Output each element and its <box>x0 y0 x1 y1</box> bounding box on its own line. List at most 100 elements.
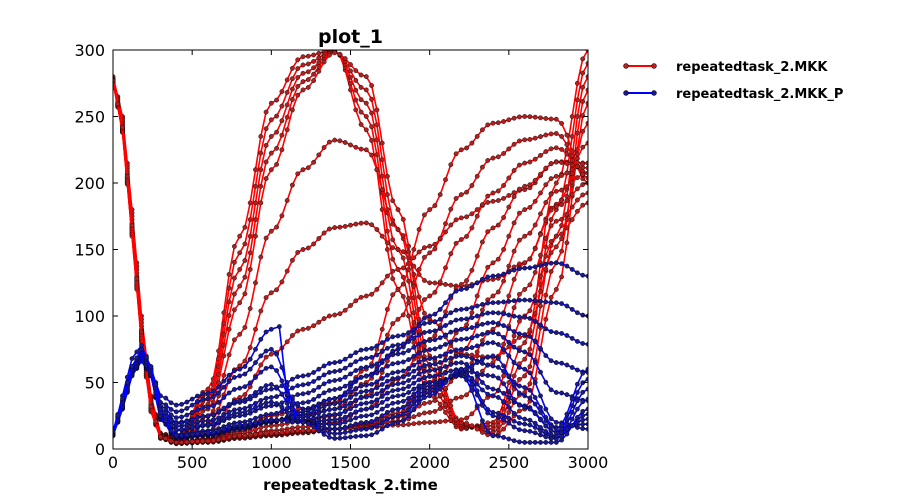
data-point <box>242 274 248 280</box>
data-point <box>559 330 564 336</box>
data-point <box>363 364 369 370</box>
data-point <box>242 358 248 364</box>
data-point <box>532 359 538 365</box>
data-point <box>242 433 248 438</box>
data-point <box>284 429 290 435</box>
data-point <box>411 344 417 350</box>
data-point <box>406 266 411 272</box>
data-point <box>226 401 232 407</box>
data-point <box>474 370 480 376</box>
data-point <box>400 312 406 318</box>
data-point <box>295 383 301 389</box>
data-point <box>453 354 459 359</box>
data-point <box>453 360 459 366</box>
data-point <box>279 378 285 384</box>
data-point <box>559 223 564 228</box>
data-point <box>284 409 290 415</box>
data-point <box>253 431 258 437</box>
data-point <box>427 347 433 352</box>
data-point <box>379 340 385 345</box>
data-point <box>332 435 338 441</box>
data-point <box>342 414 348 420</box>
data-point <box>406 378 411 383</box>
data-point <box>369 363 374 369</box>
data-point <box>548 387 554 393</box>
data-point <box>453 217 459 223</box>
data-point <box>511 397 517 402</box>
data-point <box>326 396 332 402</box>
data-point <box>511 329 517 334</box>
data-point <box>458 281 464 287</box>
data-point <box>479 331 485 337</box>
data-point <box>342 409 348 414</box>
data-point <box>543 253 549 259</box>
data-point <box>553 145 559 151</box>
data-point <box>564 151 570 157</box>
data-point <box>569 266 575 272</box>
data-point <box>406 372 411 377</box>
data-point <box>326 434 332 440</box>
data-point <box>538 417 543 423</box>
data-point <box>464 346 469 352</box>
data-point <box>543 261 549 267</box>
data-point <box>342 383 348 389</box>
data-point <box>400 216 406 222</box>
data-point <box>443 418 448 424</box>
data-point <box>268 117 274 123</box>
data-point <box>416 294 422 300</box>
data-point <box>369 393 374 399</box>
data-point <box>284 339 290 345</box>
data-point <box>253 400 258 406</box>
data-point <box>506 146 512 152</box>
data-point <box>522 366 528 372</box>
data-point <box>437 372 443 378</box>
data-point <box>326 139 332 145</box>
data-point <box>332 411 338 417</box>
data-point <box>448 417 454 423</box>
data-point <box>258 402 264 408</box>
data-point <box>390 414 396 419</box>
data-point <box>242 258 248 263</box>
data-point <box>379 367 385 372</box>
data-point <box>416 365 422 371</box>
data-point <box>432 280 438 286</box>
data-point <box>453 395 459 401</box>
data-point <box>321 399 327 405</box>
data-point <box>511 220 517 226</box>
data-point <box>421 368 427 374</box>
data-point <box>237 373 243 379</box>
data-point <box>384 403 390 409</box>
data-point <box>495 375 501 381</box>
data-point <box>253 419 258 425</box>
data-point <box>543 379 549 385</box>
data-point <box>406 366 411 371</box>
data-point <box>490 190 496 196</box>
data-point <box>406 401 411 407</box>
data-point <box>390 256 396 262</box>
data-point <box>384 363 390 369</box>
data-point <box>501 363 506 369</box>
data-point <box>517 420 522 426</box>
data-point <box>443 323 448 328</box>
data-point <box>258 133 264 139</box>
data-point <box>242 324 248 330</box>
data-point <box>395 413 401 419</box>
data-point <box>490 225 496 231</box>
data-point <box>363 433 369 439</box>
data-point <box>242 392 248 397</box>
data-point <box>469 310 475 316</box>
data-point <box>490 433 496 439</box>
data-point <box>527 315 533 321</box>
data-point <box>279 89 285 95</box>
data-point <box>406 348 411 353</box>
data-point <box>358 383 364 389</box>
data-point <box>495 321 501 326</box>
data-point <box>522 404 528 410</box>
data-point <box>543 434 549 440</box>
data-point <box>495 364 501 370</box>
data-point <box>458 237 464 242</box>
data-point <box>305 53 311 59</box>
data-point <box>458 192 464 198</box>
data-point <box>295 392 301 397</box>
data-point <box>226 313 232 318</box>
